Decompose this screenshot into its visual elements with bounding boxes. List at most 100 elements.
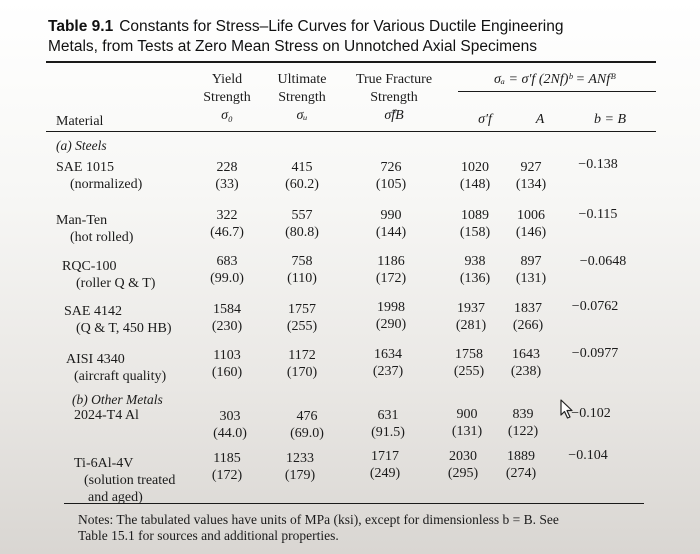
- yield-mpa: 303: [219, 409, 241, 424]
- true-fracture-mpa: 990: [380, 208, 402, 223]
- sigma-f-cell: 900 (131): [444, 406, 490, 440]
- yield-ksi: (46.7): [210, 225, 244, 240]
- yield-cell: 1185 (172): [205, 450, 249, 484]
- b-cell: −0.115: [578, 207, 618, 222]
- sigma-f-mpa: 1089: [461, 208, 489, 223]
- ultimate-mpa: 1757: [288, 302, 316, 317]
- sigma-f-mpa: 900: [456, 407, 478, 422]
- a-ksi: (238): [510, 364, 542, 379]
- sigma-f-mpa: 1758: [455, 347, 483, 362]
- b-cell: −0.102: [571, 406, 611, 421]
- ultimate-mpa: 415: [291, 160, 313, 175]
- true-fracture-ksi: (105): [375, 177, 407, 192]
- ultimate-ksi: (80.8): [285, 225, 319, 240]
- true-fracture-ksi: (237): [372, 364, 404, 379]
- ultimate-mpa: 758: [291, 254, 313, 269]
- true-fracture-mpa: 631: [377, 408, 399, 423]
- a-header: A: [535, 112, 545, 127]
- ultimate-ksi: (60.2): [285, 177, 319, 192]
- a-ksi: (146): [515, 225, 547, 240]
- true-fracture-header: True Fracture Strength σ̃fB: [342, 71, 446, 125]
- material-name: 2024-T4 Al: [74, 407, 139, 424]
- yield-cell: 683 (99.0): [205, 253, 249, 287]
- section-other-metals: (b) Other Metals: [72, 392, 163, 407]
- material-line-1: AISI 4340: [66, 352, 125, 367]
- b-cell: −0.0977: [571, 346, 619, 361]
- true-fracture-cell: 631 (91.5): [365, 407, 411, 441]
- equation-underline: [458, 91, 656, 92]
- material-line-1: Man-Ten: [56, 213, 108, 228]
- sigma-f-mpa: 938: [464, 254, 486, 269]
- true-fracture-mpa: 1998: [377, 300, 405, 315]
- sigma-f-cell: 938 (136): [452, 253, 498, 287]
- true-fracture-symbol: σ̃fB: [384, 108, 404, 123]
- sigma-f-mpa: 2030: [449, 449, 477, 464]
- table-caption: Table 9.1 Constants for Stress–Life Curve…: [48, 17, 658, 57]
- table-number: Table 9.1: [48, 18, 114, 35]
- sigma-f-ksi: (131): [451, 424, 483, 439]
- yield-ksi: (230): [211, 319, 243, 334]
- yield-mpa: 1103: [213, 348, 241, 363]
- material-name: SAE 1015 (normalized): [56, 159, 142, 193]
- ultimate-cell: 476 (69.0): [284, 408, 330, 442]
- notes-line-2: Table 15.1 for sources and additional pr…: [78, 528, 339, 543]
- sigma-f-cell: 2030 (295): [440, 448, 486, 482]
- material-line-1: RQC-100: [62, 259, 117, 274]
- section-steels: (a) Steels: [56, 138, 107, 153]
- ultimate-header-l2: Strength: [278, 90, 326, 105]
- material-header: Material: [56, 114, 104, 129]
- ultimate-cell: 1757 (255): [279, 301, 325, 335]
- material-line-1: SAE 4142: [64, 304, 122, 319]
- a-ksi: (266): [512, 318, 544, 333]
- material-name: Ti-6Al-4V (solution treated and aged): [74, 455, 175, 506]
- a-mpa: 1889: [507, 449, 535, 464]
- true-fracture-ksi: (91.5): [371, 425, 405, 440]
- yield-ksi: (160): [211, 365, 243, 380]
- yield-ksi: (172): [211, 468, 243, 483]
- table-notes: Notes: The tabulated values have units o…: [78, 512, 638, 544]
- material-line-1: Ti-6Al-4V: [74, 456, 134, 471]
- yield-mpa: 1584: [213, 302, 241, 317]
- equation-header: σₐ = σ′f (2Nf)ᵇ = ANfᴮ: [494, 72, 616, 87]
- ultimate-ksi: (170): [286, 365, 318, 380]
- b-header: b = B: [594, 112, 626, 127]
- mouse-pointer-icon: [560, 399, 573, 419]
- material-line-2: (solution treated: [84, 473, 176, 488]
- true-fracture-ksi: (290): [375, 317, 407, 332]
- yield-mpa: 1185: [213, 451, 241, 466]
- yield-ksi: (44.0): [213, 426, 247, 441]
- true-fracture-mpa: 726: [380, 160, 402, 175]
- yield-header-l2: Strength: [203, 90, 251, 105]
- a-ksi: (131): [515, 271, 547, 286]
- a-mpa: 927: [520, 160, 542, 175]
- material-line-3: and aged): [88, 490, 143, 505]
- material-line-2: (aircraft quality): [74, 369, 167, 384]
- sigma-f-header: σ′f: [478, 112, 492, 127]
- material-name: SAE 4142 (Q & T, 450 HB): [64, 303, 172, 337]
- true-fracture-mpa: 1717: [371, 449, 399, 464]
- yield-cell: 1103 (160): [205, 347, 249, 381]
- a-ksi: (134): [515, 177, 547, 192]
- true-fracture-cell: 990 (144): [368, 207, 414, 241]
- yield-cell: 1584 (230): [205, 301, 249, 335]
- yield-cell: 303 (44.0): [208, 408, 252, 442]
- yield-mpa: 228: [216, 160, 238, 175]
- true-fracture-mpa: 1186: [377, 254, 405, 269]
- true-fracture-ksi: (144): [375, 225, 407, 240]
- b-cell: −0.104: [568, 448, 608, 463]
- ultimate-cell: 758 (110): [279, 253, 325, 287]
- material-name: Man-Ten (hot rolled): [56, 212, 133, 246]
- ultimate-mpa: 557: [291, 208, 313, 223]
- a-cell: 1006 (146): [508, 207, 554, 241]
- caption-line-2: Metals, from Tests at Zero Mean Stress o…: [48, 38, 538, 55]
- b-cell: −0.0762: [571, 299, 619, 314]
- ultimate-mpa: 1233: [286, 451, 314, 466]
- material-name: AISI 4340 (aircraft quality): [66, 351, 166, 385]
- yield-ksi: (99.0): [210, 271, 244, 286]
- material-line-2: (normalized): [70, 177, 143, 192]
- material-name: RQC-100 (roller Q & T): [62, 258, 155, 292]
- b-cell: −0.138: [578, 157, 618, 172]
- sigma-f-cell: 1020 (148): [452, 159, 498, 193]
- header-rule: [46, 131, 656, 132]
